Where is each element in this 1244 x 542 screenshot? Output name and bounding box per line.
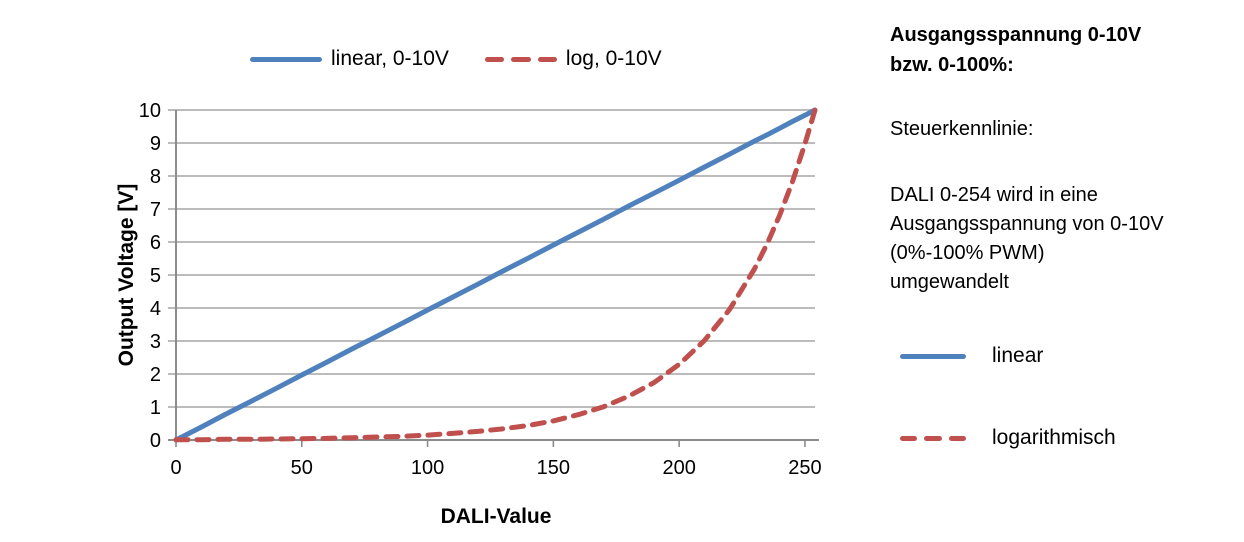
svg-text:5: 5 (150, 265, 161, 287)
svg-text:6: 6 (150, 232, 161, 254)
svg-text:0: 0 (150, 430, 161, 452)
chart-legend: linear, 0-10V log, 0-10V (250, 47, 662, 71)
panel-heading-line: Ausgangsspannung 0-10V (890, 24, 1142, 46)
legend-item-label: linear, 0-10V (331, 47, 449, 70)
panel-legend-item-linear: linear (900, 344, 1043, 368)
panel-legend-label: linear (992, 344, 1044, 367)
log-line-swatch (900, 435, 966, 441)
svg-text:200: 200 (662, 457, 695, 479)
panel-legend-label: logarithmisch (992, 426, 1116, 449)
y-axis-title: Output Voltage [V] (115, 183, 138, 367)
svg-text:10: 10 (139, 100, 161, 122)
svg-text:0: 0 (170, 457, 181, 479)
legend-item-log: log, 0-10V (484, 47, 662, 71)
log-line-swatch (484, 56, 557, 62)
linear-line-swatch (900, 353, 966, 359)
paragraph-line: Ausgangsspannung von 0-10V (890, 213, 1164, 235)
paragraph-line: umgewandelt (890, 271, 1009, 293)
svg-text:4: 4 (150, 298, 161, 320)
svg-text:250: 250 (788, 457, 821, 479)
svg-text:2: 2 (150, 364, 161, 386)
svg-text:100: 100 (411, 457, 444, 479)
legend-item-label: log, 0-10V (565, 47, 662, 70)
linear-line-swatch (250, 56, 322, 62)
svg-text:9: 9 (150, 133, 161, 155)
panel-paragraph: DALI 0-254 wird in eine Ausgangsspannung… (890, 181, 1164, 297)
paragraph-line: DALI 0-254 wird in eine (890, 184, 1098, 206)
panel-heading: Ausgangsspannung 0-10V bzw. 0-100%: (890, 20, 1141, 80)
svg-text:3: 3 (150, 331, 161, 353)
x-axis-title: DALI-Value (440, 505, 552, 528)
description-panel: Ausgangsspannung 0-10V bzw. 0-100%: Steu… (890, 0, 1240, 542)
svg-text:8: 8 (150, 166, 161, 188)
panel-subheading: Steuerkennlinie: (890, 118, 1034, 140)
svg-text:150: 150 (537, 457, 570, 479)
panel-heading-line: bzw. 0-100%: (890, 54, 1014, 76)
svg-text:1: 1 (150, 397, 161, 419)
panel-legend-item-log: logarithmisch (900, 426, 1116, 450)
svg-text:50: 50 (291, 457, 313, 479)
dali-curve-chart: linear, 0-10V log, 0-10V 0 1 2 3 4 5 6 7 8 9 10 0 50… (115, 47, 822, 528)
svg-text:7: 7 (150, 199, 161, 221)
paragraph-line: (0%-100% PWM) (890, 242, 1045, 264)
legend-item-linear: linear, 0-10V (250, 47, 449, 71)
